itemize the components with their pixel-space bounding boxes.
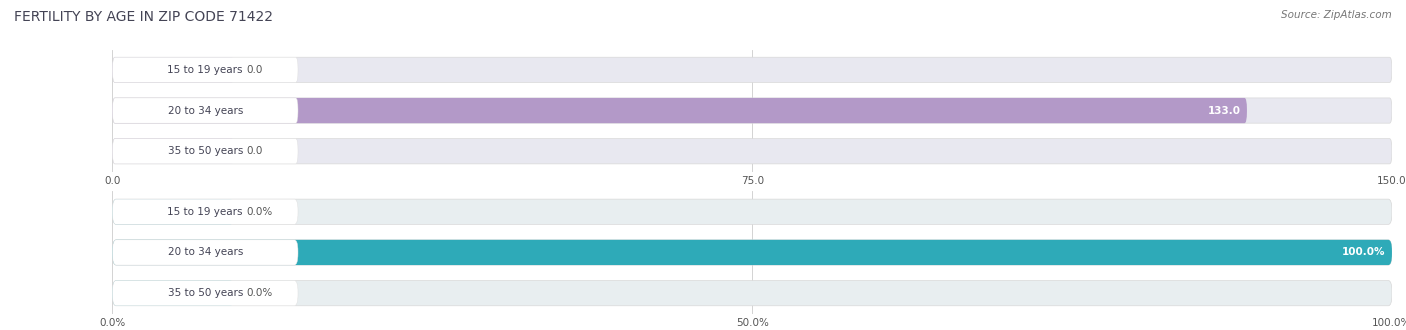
- Text: 0.0%: 0.0%: [247, 288, 273, 298]
- FancyBboxPatch shape: [112, 57, 298, 82]
- Text: 0.0: 0.0: [247, 65, 263, 75]
- FancyBboxPatch shape: [112, 240, 298, 265]
- Text: Source: ZipAtlas.com: Source: ZipAtlas.com: [1281, 10, 1392, 20]
- Text: 35 to 50 years: 35 to 50 years: [167, 146, 243, 156]
- Text: 15 to 19 years: 15 to 19 years: [167, 65, 243, 75]
- Text: 133.0: 133.0: [1208, 106, 1240, 116]
- FancyBboxPatch shape: [112, 98, 1392, 123]
- FancyBboxPatch shape: [112, 139, 298, 164]
- Text: 35 to 50 years: 35 to 50 years: [167, 288, 243, 298]
- FancyBboxPatch shape: [112, 280, 233, 306]
- Text: 0.0: 0.0: [247, 146, 263, 156]
- FancyBboxPatch shape: [112, 280, 1392, 306]
- Text: 20 to 34 years: 20 to 34 years: [167, 106, 243, 116]
- FancyBboxPatch shape: [112, 139, 1392, 164]
- FancyBboxPatch shape: [112, 240, 1392, 265]
- FancyBboxPatch shape: [112, 199, 1392, 224]
- FancyBboxPatch shape: [112, 139, 233, 164]
- Text: 15 to 19 years: 15 to 19 years: [167, 207, 243, 217]
- FancyBboxPatch shape: [112, 280, 298, 306]
- FancyBboxPatch shape: [112, 199, 233, 224]
- FancyBboxPatch shape: [112, 98, 1247, 123]
- Text: 100.0%: 100.0%: [1343, 248, 1385, 257]
- FancyBboxPatch shape: [112, 199, 298, 224]
- FancyBboxPatch shape: [112, 57, 233, 82]
- FancyBboxPatch shape: [112, 240, 1392, 265]
- Text: 0.0%: 0.0%: [247, 207, 273, 217]
- Text: 20 to 34 years: 20 to 34 years: [167, 248, 243, 257]
- Text: FERTILITY BY AGE IN ZIP CODE 71422: FERTILITY BY AGE IN ZIP CODE 71422: [14, 10, 273, 24]
- FancyBboxPatch shape: [112, 57, 1392, 82]
- FancyBboxPatch shape: [112, 98, 298, 123]
